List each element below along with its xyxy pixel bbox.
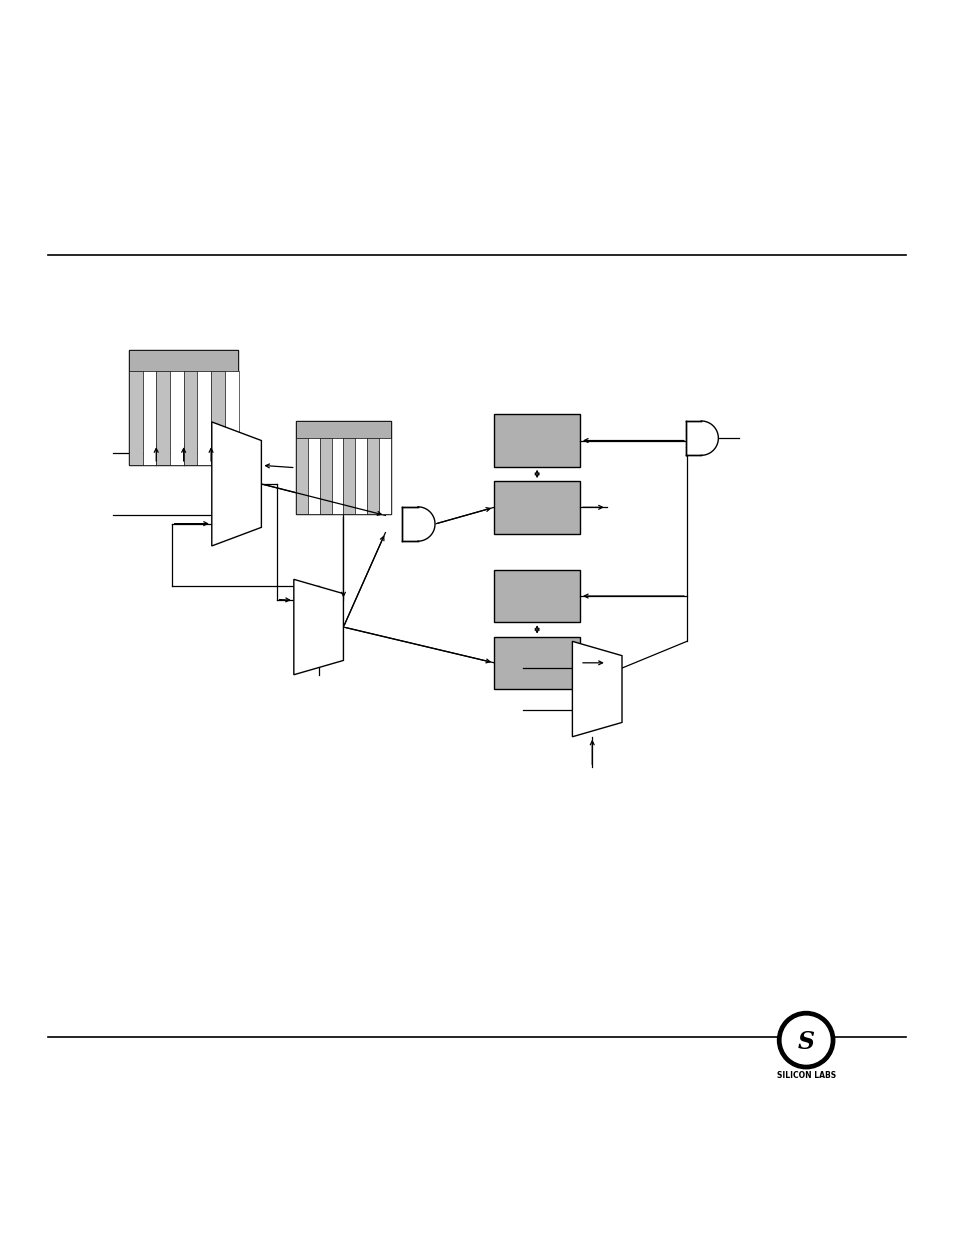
Polygon shape [700, 421, 718, 456]
Bar [129, 351, 238, 370]
Bar [685, 421, 700, 456]
Bar [156, 370, 170, 464]
Bar [183, 370, 197, 464]
Bar [129, 370, 142, 464]
Polygon shape [572, 641, 621, 737]
Bar [170, 370, 183, 464]
Bar [494, 482, 579, 534]
Bar [494, 414, 579, 467]
Bar [225, 370, 238, 464]
Bar [343, 437, 355, 515]
Polygon shape [212, 422, 261, 546]
Text: SILICON LABS: SILICON LABS [776, 1071, 835, 1079]
Bar [211, 370, 225, 464]
Bar [355, 437, 367, 515]
Bar [379, 437, 391, 515]
Circle shape [777, 1011, 834, 1068]
Bar [367, 437, 379, 515]
Polygon shape [294, 579, 343, 674]
Bar [319, 437, 332, 515]
Bar [494, 569, 579, 622]
Text: S: S [797, 1030, 814, 1053]
Bar [332, 437, 343, 515]
Circle shape [781, 1016, 829, 1065]
Bar [129, 351, 238, 464]
Bar [295, 421, 391, 437]
Bar [295, 421, 391, 515]
Bar [494, 636, 579, 689]
Bar [307, 437, 319, 515]
Bar [402, 506, 417, 541]
Bar [295, 437, 307, 515]
Bar [197, 370, 211, 464]
Bar [142, 370, 156, 464]
Polygon shape [417, 506, 435, 541]
